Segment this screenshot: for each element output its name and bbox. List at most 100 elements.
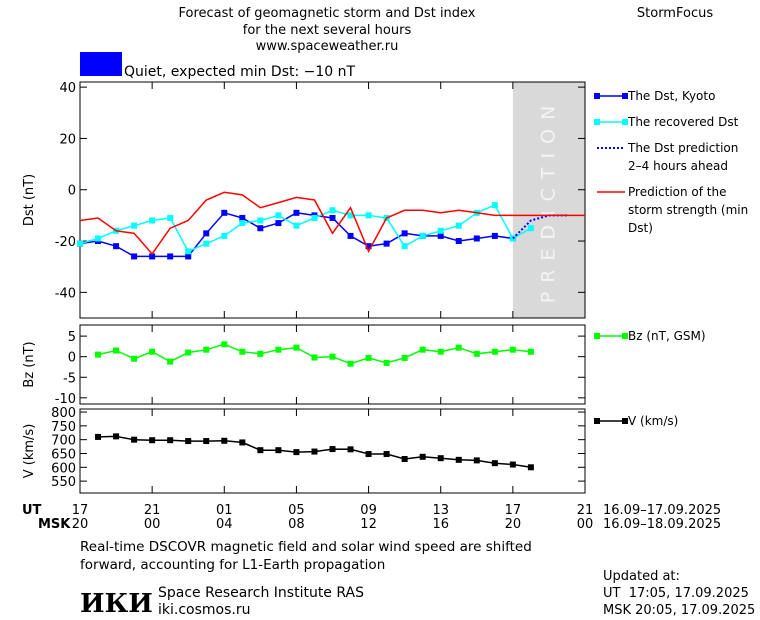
data-point (203, 438, 210, 445)
data-point (275, 220, 282, 227)
data-point (113, 433, 120, 440)
legend-label: V (km/s) (628, 414, 679, 428)
legend-label: Prediction of the storm strength (min Ds… (628, 185, 749, 235)
data-point (203, 230, 210, 237)
data-point (419, 346, 426, 353)
data-point (257, 447, 264, 454)
institute: Space Research Institute RAS (158, 585, 364, 601)
data-point (95, 351, 102, 358)
data-point (401, 230, 408, 237)
x-axis-label: MSK (38, 517, 71, 532)
data-point (455, 456, 462, 463)
data-point (257, 350, 264, 357)
data-point (149, 253, 156, 260)
data-point (149, 348, 156, 355)
y-tick-label: 550 (51, 475, 76, 490)
data-point (347, 446, 354, 453)
data-point (203, 346, 210, 353)
date-range: 16.09–18.09.2025 (603, 517, 721, 532)
data-point (167, 214, 174, 221)
x-tick-label: 09 (360, 503, 377, 518)
legend-marker (594, 93, 600, 99)
data-point (203, 240, 210, 247)
status-text: Quiet, expected min Dst: −10 nT (124, 64, 356, 80)
x-tick-label: 16 (432, 517, 449, 532)
data-point (293, 222, 300, 229)
data-point (167, 358, 174, 365)
data-point (491, 232, 498, 239)
data-point (311, 214, 318, 221)
y-tick-label: 0 (68, 351, 76, 366)
data-point (113, 243, 120, 250)
data-point (401, 243, 408, 250)
data-point (149, 437, 156, 444)
data-point (347, 212, 354, 219)
data-point (131, 253, 138, 260)
date-range: 16.09–17.09.2025 (603, 503, 721, 518)
data-point (239, 439, 246, 446)
title: Forecast of geomagnetic storm and Dst in… (178, 6, 475, 21)
updated-msk: MSK 20:05, 17.09.2025 (603, 603, 755, 618)
x-tick-label: 13 (432, 503, 449, 518)
status-box (80, 52, 122, 76)
y-tick-label: 600 (51, 461, 76, 476)
data-point (275, 346, 282, 353)
data-point (95, 433, 102, 440)
note: Real-time DSCOVR magnetic field and sola… (80, 539, 532, 573)
legend-marker (622, 418, 628, 424)
data-point (383, 359, 390, 366)
data-point (185, 248, 192, 255)
data-point (113, 347, 120, 354)
data-point (365, 243, 372, 250)
data-point (401, 354, 408, 361)
x-tick-label: 00 (577, 517, 594, 532)
data-point (311, 354, 318, 361)
data-point (455, 238, 462, 245)
x-tick-label: 08 (288, 517, 305, 532)
data-point (383, 451, 390, 458)
data-point (473, 235, 480, 242)
legend-marker (594, 119, 600, 125)
y-tick-label: -20 (55, 235, 76, 250)
data-point (509, 346, 516, 353)
data-point (365, 451, 372, 458)
data-point (365, 212, 372, 219)
data-point (419, 232, 426, 239)
data-point (239, 214, 246, 221)
data-point (455, 222, 462, 229)
data-point (491, 348, 498, 355)
legend-label: The Dst prediction 2–4 hours ahead (628, 141, 739, 173)
data-point (347, 232, 354, 239)
data-point (527, 225, 534, 232)
x-tick-label: 00 (144, 517, 161, 532)
legend-marker (594, 418, 600, 424)
y-axis-label: V (km/s) (22, 424, 37, 479)
data-point (95, 235, 102, 242)
data-point (401, 456, 408, 463)
y-tick-label: 800 (51, 406, 76, 421)
y-tick-label: -10 (55, 392, 76, 407)
x-tick-label: 12 (360, 517, 377, 532)
y-tick-label: 700 (51, 434, 76, 449)
data-point (131, 355, 138, 362)
series-line (97, 343, 531, 365)
data-point (239, 220, 246, 227)
x-tick-label: 04 (216, 517, 233, 532)
updated-title: Updated at: (603, 569, 680, 584)
data-point (221, 341, 228, 348)
data-point (221, 232, 228, 239)
x-tick-label: 01 (216, 503, 233, 518)
series-line (79, 211, 514, 258)
y-tick-label: 20 (59, 132, 76, 147)
data-point (491, 202, 498, 209)
data-point (473, 350, 480, 357)
data-point (455, 344, 462, 351)
data-point (221, 209, 228, 216)
data-point (149, 217, 156, 224)
data-point (77, 240, 83, 247)
data-point (221, 437, 228, 444)
data-point (383, 240, 390, 247)
plot-frame (79, 408, 586, 494)
data-point (509, 461, 516, 468)
